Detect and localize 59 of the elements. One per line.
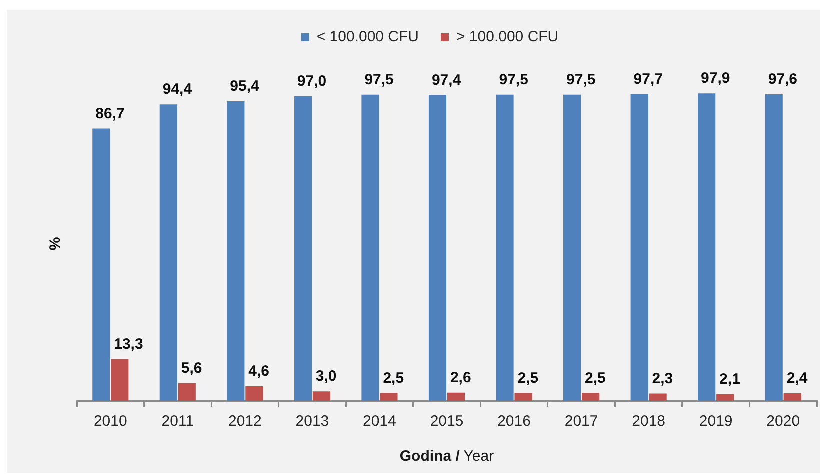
x-tick-label: 2011 — [162, 413, 194, 430]
bar — [765, 94, 783, 401]
data-label: 97,0 — [297, 73, 327, 90]
legend-label: > 100.000 CFU — [456, 28, 559, 46]
bar — [716, 394, 734, 401]
bar — [111, 359, 129, 401]
bar — [362, 94, 380, 401]
bar — [428, 95, 447, 401]
data-label: 97,6 — [768, 71, 798, 88]
data-label: 2,3 — [652, 370, 674, 388]
bar — [630, 94, 648, 401]
data-label: 13,3 — [114, 336, 144, 353]
data-label: 2,1 — [720, 371, 740, 388]
bar — [784, 393, 802, 401]
x-tick-label: 2018 — [632, 413, 666, 430]
data-label: 94,4 — [162, 81, 193, 98]
bar — [380, 393, 398, 401]
bar — [227, 101, 245, 401]
x-tick-label: 2010 — [94, 413, 128, 430]
data-label: 4,6 — [248, 363, 270, 380]
x-tick-label: 2019 — [699, 413, 733, 430]
data-label: 97,5 — [364, 71, 394, 88]
bar — [649, 394, 667, 401]
data-label: 2,5 — [518, 370, 539, 387]
x-axis-title: Godina / Year — [400, 448, 494, 465]
data-label: 97,7 — [634, 70, 663, 88]
bar — [178, 383, 196, 401]
x-tick-label: 2020 — [766, 413, 800, 430]
x-tick-label: 2013 — [296, 413, 330, 430]
data-label: 2,5 — [383, 370, 404, 387]
y-axis-title: % — [47, 237, 64, 251]
data-label: 97,5 — [566, 71, 596, 88]
bar — [312, 392, 330, 401]
bar — [582, 393, 600, 401]
bar — [294, 96, 312, 401]
x-tick-label: 2015 — [430, 413, 464, 430]
data-label: 2,5 — [585, 370, 606, 387]
bar — [514, 393, 532, 401]
data-label: 3,0 — [316, 368, 337, 386]
x-tick-label: 2016 — [498, 413, 531, 430]
data-label: 97,5 — [499, 71, 528, 88]
x-tick-label: 2012 — [228, 413, 262, 430]
bar — [160, 104, 178, 401]
bar — [447, 392, 466, 401]
data-label: 97,9 — [701, 70, 730, 88]
data-label: 2,4 — [786, 370, 808, 388]
data-label: 97,4 — [432, 72, 462, 89]
legend-label: < 100.000 CFU — [316, 28, 420, 46]
bar — [564, 94, 582, 401]
bar — [698, 94, 716, 401]
data-label: 2,6 — [450, 369, 472, 386]
bar — [246, 386, 264, 401]
x-tick-label: 2017 — [564, 413, 598, 430]
bar — [92, 128, 110, 401]
data-label: 5,6 — [181, 360, 202, 378]
data-label: 86,7 — [96, 105, 125, 122]
bar — [496, 94, 514, 401]
x-tick-label: 2014 — [363, 413, 396, 430]
data-label: 95,4 — [230, 78, 260, 96]
